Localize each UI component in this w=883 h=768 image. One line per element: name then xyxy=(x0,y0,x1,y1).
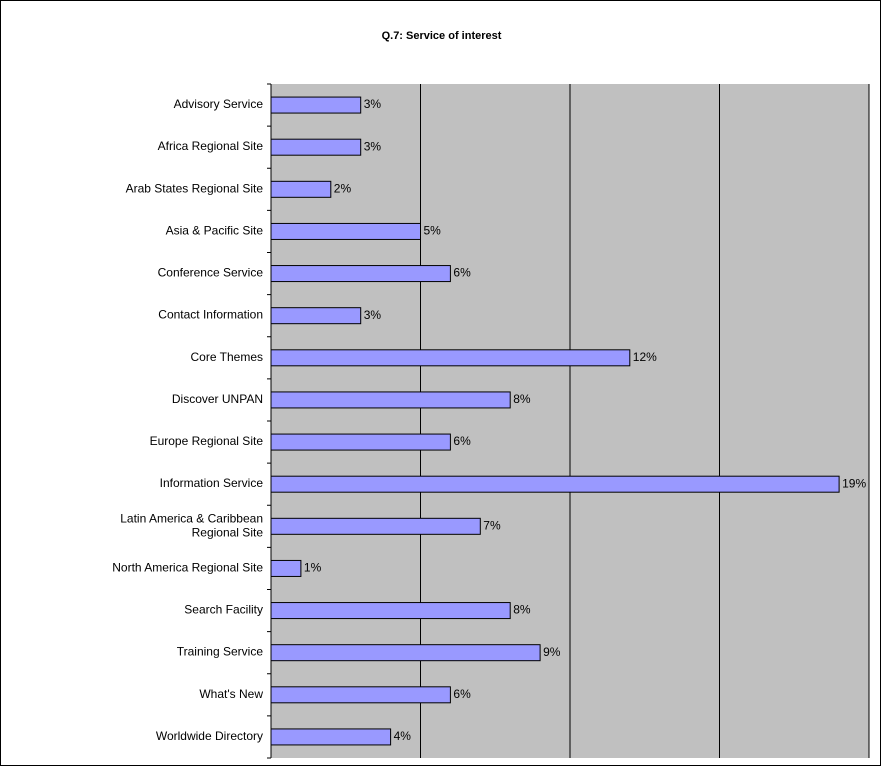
bar xyxy=(270,391,511,409)
category-label: Training Service xyxy=(177,645,264,659)
category-label: Conference Service xyxy=(158,266,264,280)
data-label: 19% xyxy=(842,476,866,490)
bar xyxy=(270,307,362,325)
data-label: 5% xyxy=(424,224,442,238)
category-label: Core Themes xyxy=(191,350,263,364)
category-label: Asia & Pacific Site xyxy=(166,224,264,238)
category-label: Latin America & Caribbean Regional Site xyxy=(120,511,263,539)
bar xyxy=(270,728,392,746)
bar xyxy=(270,686,451,704)
bar xyxy=(270,517,481,535)
category-label: Africa Regional Site xyxy=(158,139,264,153)
bar xyxy=(270,475,840,493)
category-label: Arab States Regional Site xyxy=(126,181,264,195)
category-label: North America Regional Site xyxy=(112,561,263,575)
data-label: 6% xyxy=(453,434,471,448)
data-label: 8% xyxy=(513,603,531,617)
bar xyxy=(270,433,451,451)
category-label: Worldwide Directory xyxy=(156,729,263,743)
bar xyxy=(270,96,362,114)
chart-title: Q.7: Service of interest xyxy=(381,30,502,42)
category-label: Contact Information xyxy=(158,308,263,322)
data-label: 3% xyxy=(364,139,382,153)
category-label: Europe Regional Site xyxy=(150,434,264,448)
category-label: Search Facility xyxy=(184,603,263,617)
data-label: 9% xyxy=(543,645,561,659)
bar xyxy=(270,138,362,156)
data-label: 7% xyxy=(483,518,501,532)
category-label: Advisory Service xyxy=(174,97,264,111)
data-label: 8% xyxy=(513,392,531,406)
bar xyxy=(270,222,421,240)
category-label: Information Service xyxy=(160,476,264,490)
data-label: 6% xyxy=(453,687,471,701)
data-label: 3% xyxy=(364,308,382,322)
data-label: 3% xyxy=(364,97,382,111)
data-label: 12% xyxy=(633,350,657,364)
data-label: 6% xyxy=(453,266,471,280)
bar xyxy=(270,265,451,283)
bar xyxy=(270,349,631,367)
bar xyxy=(270,559,302,577)
category-label: Discover UNPAN xyxy=(172,392,263,406)
data-label: 1% xyxy=(304,561,322,575)
category-label: What's New xyxy=(199,687,263,701)
bar xyxy=(270,644,541,662)
data-label: 4% xyxy=(394,729,412,743)
data-label: 2% xyxy=(334,181,352,195)
bar xyxy=(270,602,511,620)
bar xyxy=(270,180,332,198)
